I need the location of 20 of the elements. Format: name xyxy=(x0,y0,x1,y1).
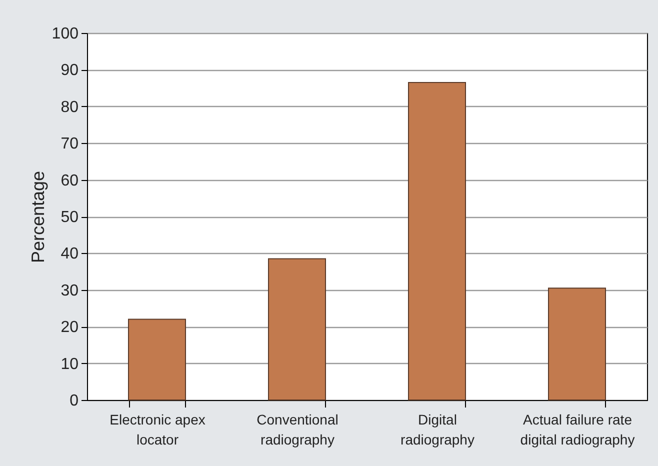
bar xyxy=(128,318,186,400)
x-tick-label: Conventional radiography xyxy=(256,412,338,448)
bar xyxy=(548,288,606,400)
y-tick-label: 70 xyxy=(60,136,79,153)
y-tick-label: 0 xyxy=(70,392,79,410)
y-tick-label: 40 xyxy=(60,246,79,263)
x-tick-label: Digital radiography xyxy=(400,412,474,448)
y-tick-label: 60 xyxy=(60,172,79,190)
y-tick-label: 30 xyxy=(60,282,79,300)
bar xyxy=(268,258,326,400)
y-tick-label: 90 xyxy=(60,62,79,80)
bar xyxy=(408,82,466,400)
x-tick-label: Actual failure rate digital radiography xyxy=(520,412,635,448)
y-tick-label: 80 xyxy=(60,98,79,116)
y-tick-label: 100 xyxy=(52,26,79,42)
y-axis-title: Percentage xyxy=(28,170,48,264)
x-tick-label: Electronic apex locator xyxy=(110,412,206,448)
y-tick-label: 10 xyxy=(60,356,79,373)
y-tick-label: 20 xyxy=(60,319,79,336)
y-tick-label: 50 xyxy=(60,209,79,226)
